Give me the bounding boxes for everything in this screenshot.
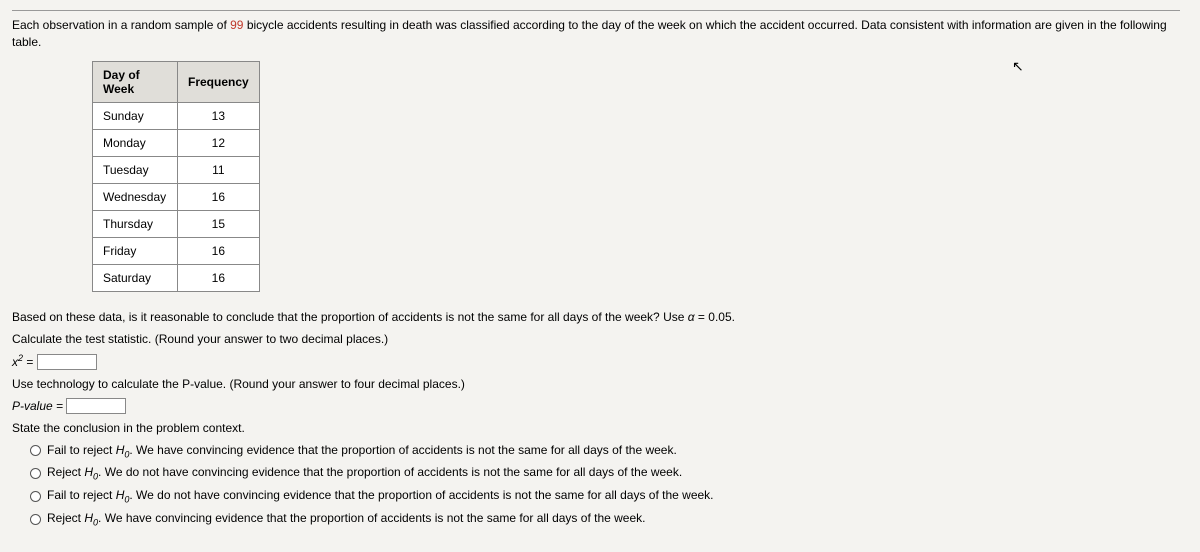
pvalue-row: P-value =	[12, 397, 1180, 415]
cell-day: Wednesday	[93, 183, 178, 210]
cell-freq: 16	[178, 237, 260, 264]
cell-freq: 16	[178, 264, 260, 291]
q1-after: = 0.05.	[695, 310, 735, 324]
panel-top-border	[12, 10, 1180, 11]
cell-day: Saturday	[93, 264, 178, 291]
sample-size: 99	[230, 18, 243, 32]
alpha-symbol: α	[688, 310, 695, 324]
table-row: Sunday 13	[93, 102, 260, 129]
question-4: State the conclusion in the problem cont…	[12, 419, 1180, 437]
option-text: Fail to reject H0. We have convincing ev…	[47, 441, 677, 462]
table-row: Friday 16	[93, 237, 260, 264]
intro-before-n: Each observation in a random sample of	[12, 18, 230, 32]
cell-freq: 11	[178, 156, 260, 183]
chi-equals: =	[23, 355, 37, 369]
option-text: Reject H0. We have convincing evidence t…	[47, 509, 645, 530]
table-row: Wednesday 16	[93, 183, 260, 210]
cell-day: Monday	[93, 129, 178, 156]
radio-icon[interactable]	[30, 445, 41, 456]
cell-freq: 16	[178, 183, 260, 210]
cell-freq: 12	[178, 129, 260, 156]
cell-day: Tuesday	[93, 156, 178, 183]
question-2: Calculate the test statistic. (Round you…	[12, 330, 1180, 348]
option-2[interactable]: Reject H0. We do not have convincing evi…	[30, 463, 1180, 484]
table-row: Thursday 15	[93, 210, 260, 237]
cell-freq: 13	[178, 102, 260, 129]
table-row: Monday 12	[93, 129, 260, 156]
table-row: Tuesday 11	[93, 156, 260, 183]
question-3: Use technology to calculate the P-value.…	[12, 375, 1180, 393]
chi-label: x2	[12, 355, 23, 369]
cell-day: Sunday	[93, 102, 178, 129]
pvalue-input[interactable]	[66, 398, 126, 414]
question-panel: Each observation in a random sample of 9…	[0, 0, 1200, 552]
th-freq: Frequency	[178, 61, 260, 102]
cell-day: Friday	[93, 237, 178, 264]
cell-freq: 15	[178, 210, 260, 237]
question-1: Based on these data, is it reasonable to…	[12, 308, 1180, 326]
intro-text: Each observation in a random sample of 9…	[12, 17, 1180, 51]
table-row: Saturday 16	[93, 264, 260, 291]
option-text: Fail to reject H0. We do not have convin…	[47, 486, 714, 507]
option-text: Reject H0. We do not have convincing evi…	[47, 463, 682, 484]
pvalue-label: P-value =	[12, 399, 66, 413]
option-1[interactable]: Fail to reject H0. We have convincing ev…	[30, 441, 1180, 462]
option-3[interactable]: Fail to reject H0. We do not have convin…	[30, 486, 1180, 507]
conclusion-options: Fail to reject H0. We have convincing ev…	[30, 441, 1180, 530]
radio-icon[interactable]	[30, 491, 41, 502]
q1-before: Based on these data, is it reasonable to…	[12, 310, 688, 324]
radio-icon[interactable]	[30, 468, 41, 479]
cell-day: Thursday	[93, 210, 178, 237]
frequency-table: Day of Week Frequency Sunday 13 Monday 1…	[92, 61, 260, 292]
chi-square-row: x2 =	[12, 352, 1180, 371]
radio-icon[interactable]	[30, 514, 41, 525]
chi-square-input[interactable]	[37, 354, 97, 370]
th-day: Day of Week	[93, 61, 178, 102]
option-4[interactable]: Reject H0. We have convincing evidence t…	[30, 509, 1180, 530]
